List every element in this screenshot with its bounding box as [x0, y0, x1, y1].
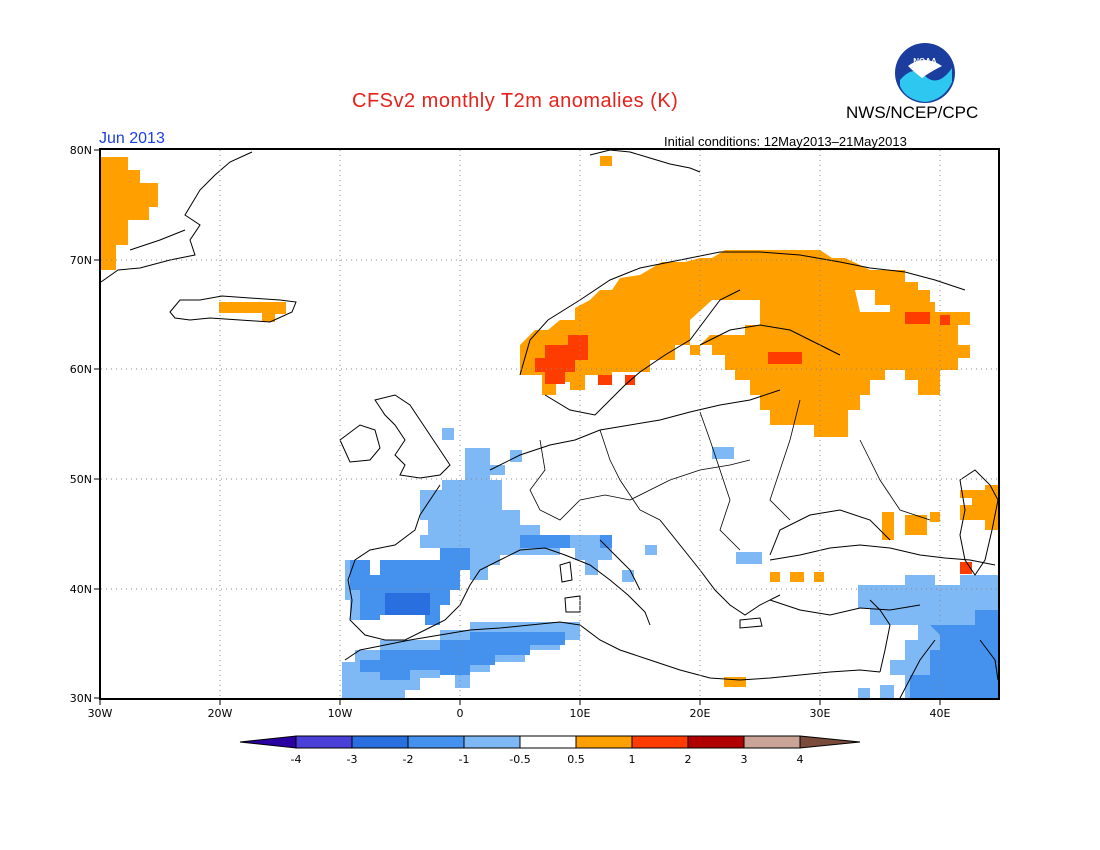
- lat-label: 30N: [70, 692, 92, 705]
- colorbar-label: -2: [403, 753, 414, 766]
- colorbar-swatch: [295, 735, 353, 749]
- colorbar-swatch: [519, 735, 577, 749]
- colorbar-swatch: [743, 735, 801, 749]
- lon-label: 20E: [690, 707, 711, 720]
- lon-label: 30W: [88, 707, 113, 720]
- colorbar-labels: -4 -3 -2 -1 -0.5 0.5 1 2 3 4: [291, 753, 804, 766]
- colorbar-label: 1: [629, 753, 636, 766]
- france-cool: [345, 448, 612, 620]
- lon-label: 40E: [930, 707, 951, 720]
- noaa-logo: NOAA: [894, 42, 956, 104]
- latitude-labels: 80N 70N 60N 50N 40N 30N: [70, 144, 92, 705]
- logo-text: NOAA: [913, 57, 937, 66]
- greenland-east-warm: [101, 157, 158, 270]
- colorbar-label: -3: [347, 753, 358, 766]
- lat-label: 70N: [70, 254, 92, 267]
- colorbar-label: 4: [797, 753, 804, 766]
- colorbar-label: -0.5: [509, 753, 530, 766]
- colorbar: [239, 735, 861, 749]
- colorbar-low-arrow: [239, 735, 297, 749]
- longitude-labels: 30W 20W 10W 0 10E 20E 30E 40E: [88, 707, 951, 720]
- colorbar-label: 3: [741, 753, 748, 766]
- lon-label: 10W: [328, 707, 353, 720]
- norway-southwest-hot: [535, 335, 588, 384]
- iberia-cold-core: [385, 593, 430, 615]
- iceland-warm: [219, 302, 286, 322]
- lat-label: 80N: [70, 144, 92, 157]
- colorbar-label: 2: [685, 753, 692, 766]
- colorbar-high-arrow: [799, 735, 861, 749]
- colorbar-label: -4: [291, 753, 302, 766]
- caucasus-warm: [960, 485, 998, 530]
- iberia-cool: [350, 548, 470, 625]
- forecast-period: Jun 2013: [99, 130, 165, 147]
- lon-label: 0: [457, 707, 464, 720]
- lon-label: 10E: [570, 707, 591, 720]
- coastlines: [100, 149, 999, 699]
- colorbar-label: -1: [459, 753, 470, 766]
- colorbar-swatch: [687, 735, 745, 749]
- lon-label: 30E: [810, 707, 831, 720]
- svalbard-warm: [600, 156, 612, 166]
- colorbar-swatch: [463, 735, 521, 749]
- lat-label: 40N: [70, 583, 92, 596]
- colorbar-swatch: [631, 735, 689, 749]
- colorbar-label: 0.5: [567, 753, 585, 766]
- chart-title: CFSv2 monthly T2m anomalies (K): [352, 90, 679, 112]
- lon-label: 20W: [208, 707, 233, 720]
- colorbar-swatch: [575, 735, 633, 749]
- graticule: [101, 150, 998, 698]
- lat-label: 50N: [70, 473, 92, 486]
- colorbar-swatch: [351, 735, 409, 749]
- agency-label: NWS/NCEP/CPC: [846, 103, 979, 122]
- anomaly-fills: [101, 156, 998, 698]
- colorbar-swatch: [407, 735, 465, 749]
- initial-conditions: Initial conditions: 12May2013–21May2013: [664, 134, 907, 149]
- map-frame: [99, 148, 1000, 700]
- lat-label: 60N: [70, 363, 92, 376]
